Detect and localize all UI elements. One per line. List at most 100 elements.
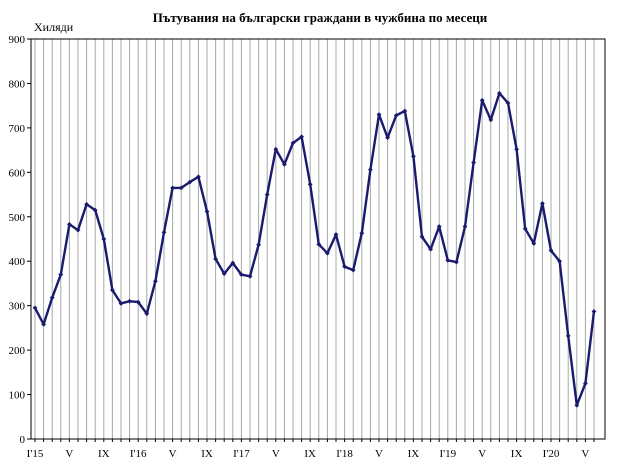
data-point — [540, 201, 545, 206]
data-point — [333, 232, 339, 237]
data-series — [32, 90, 597, 408]
data-point — [574, 402, 580, 408]
data-point — [402, 108, 408, 114]
x-tick-label: V — [65, 448, 73, 460]
data-point — [101, 236, 107, 242]
data-point — [505, 100, 511, 106]
data-point — [325, 250, 330, 256]
x-tick-label: I'17 — [233, 448, 250, 460]
data-point — [127, 298, 132, 304]
data-point — [49, 295, 55, 301]
y-tick-label: 500 — [9, 212, 26, 224]
data-point — [471, 160, 476, 165]
data-point — [522, 226, 528, 232]
data-point — [41, 321, 46, 327]
data-point — [591, 309, 597, 314]
x-tick-label: I'15 — [27, 448, 44, 460]
data-point — [84, 201, 89, 207]
data-point — [273, 146, 279, 152]
data-point — [462, 224, 468, 229]
data-point — [531, 241, 537, 246]
data-point — [497, 90, 502, 96]
data-point — [247, 273, 253, 279]
x-tick-label: V — [375, 448, 383, 460]
data-point — [428, 246, 433, 252]
y-tick-label: 700 — [9, 123, 26, 135]
x-axis: I'15 V IX I'16 V IX I'17 V IX I'18 V IX I'19 V IX I'20 V — [27, 439, 595, 460]
data-point — [58, 272, 64, 277]
data-point — [479, 97, 485, 103]
y-tick-label: 800 — [9, 78, 26, 90]
data-point — [411, 153, 416, 159]
data-point — [316, 241, 322, 247]
x-tick-label: V — [478, 448, 486, 460]
data-point — [307, 181, 313, 187]
data-point — [178, 185, 184, 191]
x-tick-label: I'19 — [439, 448, 456, 460]
data-point — [153, 278, 158, 284]
data-point — [118, 301, 124, 306]
data-point — [204, 209, 210, 214]
data-point — [135, 299, 141, 305]
x-tick-label: IX — [98, 448, 110, 460]
data-point — [359, 230, 365, 236]
data-point — [393, 113, 399, 118]
y-tick-label: 200 — [9, 345, 26, 357]
data-point — [376, 112, 382, 117]
x-tick-label: IX — [408, 448, 420, 460]
x-tick-label: IX — [511, 448, 523, 460]
x-tick-label: I'18 — [336, 448, 353, 460]
y-axis-label: Хиляди — [34, 20, 74, 34]
y-tick-label: 100 — [9, 390, 26, 402]
data-point — [75, 227, 81, 233]
data-point — [239, 272, 244, 277]
x-tick-label: V — [272, 448, 280, 460]
plot-area — [30, 38, 606, 440]
data-point — [583, 381, 588, 386]
y-tick-label: 300 — [9, 301, 26, 313]
y-axis: 0 100 200 300 400 500 600 700 800 900 — [9, 34, 31, 446]
data-point — [350, 267, 356, 273]
x-tick-label: I'20 — [543, 448, 560, 460]
data-point — [565, 333, 571, 339]
data-point — [187, 179, 193, 185]
data-point — [256, 242, 261, 248]
y-tick-label: 400 — [9, 256, 26, 268]
y-tick-label: 600 — [9, 167, 26, 179]
data-point — [92, 207, 98, 213]
grid-lines — [34, 39, 595, 439]
data-point — [144, 311, 150, 317]
data-point — [436, 224, 442, 229]
data-point — [454, 259, 459, 265]
data-point — [282, 161, 287, 167]
y-tick-label: 900 — [9, 34, 26, 46]
data-point — [299, 134, 304, 140]
data-point — [32, 305, 38, 311]
data-point — [67, 221, 72, 227]
data-point — [161, 229, 167, 235]
x-tick-label: I'16 — [130, 448, 147, 460]
data-point — [110, 287, 115, 293]
x-tick-label: IX — [201, 448, 213, 460]
data-point — [548, 248, 554, 253]
data-point — [557, 258, 562, 264]
data-point — [170, 185, 175, 191]
chart-title: Пътувания на български граждани в чужбин… — [153, 10, 488, 25]
data-point — [264, 192, 270, 197]
data-point — [445, 257, 451, 263]
data-point — [221, 271, 227, 277]
x-tick-label: V — [169, 448, 177, 460]
y-tick-label: 0 — [20, 434, 26, 446]
series-line — [33, 91, 596, 407]
data-point — [230, 260, 236, 266]
data-point — [385, 135, 390, 141]
data-point — [419, 234, 425, 240]
data-point — [514, 146, 519, 152]
data-point — [290, 140, 296, 146]
data-point — [488, 117, 494, 123]
data-point — [368, 167, 373, 173]
data-point — [196, 174, 201, 180]
data-point — [213, 256, 218, 262]
x-tick-label: V — [581, 448, 589, 460]
